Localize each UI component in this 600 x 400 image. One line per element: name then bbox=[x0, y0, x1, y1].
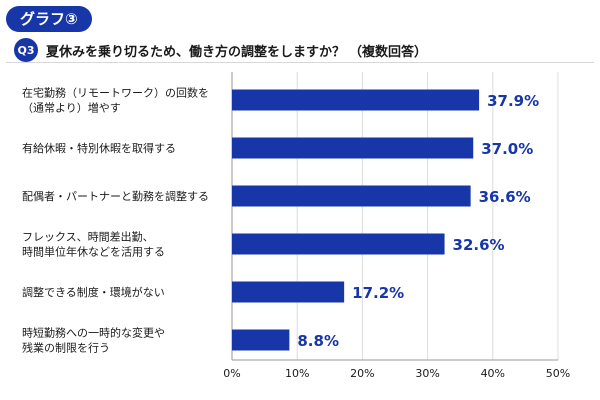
bar-layer bbox=[232, 89, 480, 351]
category-label-5-1: 残業の制限を行う bbox=[22, 341, 110, 355]
category-label-4-0: 調整できる制度・環境がない bbox=[22, 285, 165, 299]
bar-0 bbox=[232, 89, 480, 111]
bar-2 bbox=[232, 185, 471, 207]
bar-1 bbox=[232, 137, 474, 159]
x-tick-label-20: 20% bbox=[350, 367, 374, 380]
grid-layer bbox=[231, 72, 559, 361]
x-tick-label-50: 50% bbox=[546, 367, 570, 380]
question-bar: Q3 夏休みを乗り切るため、働き方の調整をしますか？ （複数回答） bbox=[6, 38, 594, 63]
category-label-0-1: （通常より）増やす bbox=[22, 102, 121, 115]
x-tick-label-30: 30% bbox=[415, 367, 439, 380]
category-label-0-0: 在宅勤務（リモートワーク）の回数を bbox=[22, 86, 209, 100]
bar-4 bbox=[232, 281, 345, 303]
bar-5 bbox=[232, 329, 290, 351]
tick-layer: 0% 10% 20% 30% 40% 50% bbox=[223, 367, 570, 380]
value-label-5: 8.8% bbox=[297, 332, 339, 350]
value-label-0: 37.9% bbox=[487, 92, 539, 110]
chart-badge: グラフ③ bbox=[6, 6, 92, 32]
x-tick-label-10: 10% bbox=[285, 367, 309, 380]
value-label-3: 32.6% bbox=[453, 236, 505, 254]
value-label-1: 37.0% bbox=[481, 140, 533, 158]
question-text: 夏休みを乗り切るため、働き方の調整をしますか？ bbox=[46, 44, 346, 60]
category-label-3-0: フレックス、時間差出勤、 bbox=[22, 230, 154, 244]
question-number: Q3 bbox=[14, 38, 38, 62]
value-label-2: 36.6% bbox=[479, 188, 531, 206]
category-label-5-0: 時短勤務への一時的な変更や bbox=[22, 326, 165, 340]
bar-3 bbox=[232, 233, 445, 255]
x-tick-label-40: 40% bbox=[481, 367, 505, 380]
question-note: （複数回答） bbox=[349, 44, 428, 60]
label-layer: 37.9% 在宅勤務（リモートワーク）の回数を （通常より）増やす 37.0% 有給休暇… bbox=[22, 86, 539, 355]
category-label-2-0: 配偶者・パートナーと勤務を調整する bbox=[22, 189, 209, 203]
value-label-4: 17.2% bbox=[352, 284, 404, 302]
x-tick-label-0: 0% bbox=[223, 367, 240, 380]
category-label-1-0: 有給休暇・特別休暇を取得する bbox=[22, 141, 176, 155]
category-label-3-1: 時間単位年休などを活用する bbox=[22, 245, 165, 259]
